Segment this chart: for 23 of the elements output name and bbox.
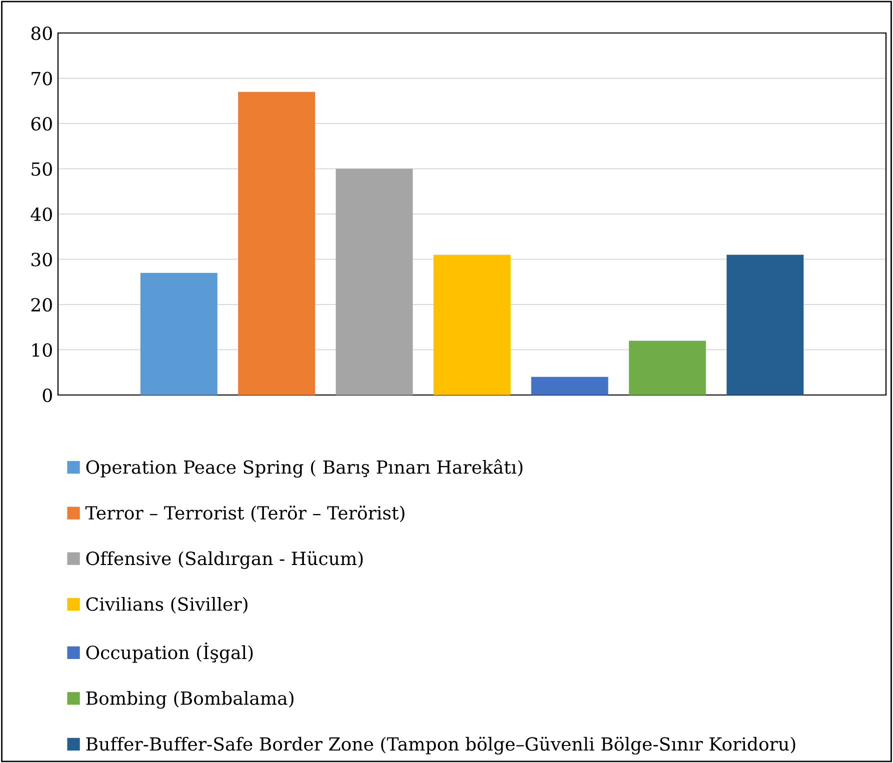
bar (140, 272, 218, 395)
legend-label: Operation Peace Spring ( Barış Pınarı Harekâtı) (86, 459, 522, 478)
legend-label: Buffer-Buffer-Safe Border Zone (Tampon bölge–Güvenli Bölge-Sınır Koridoru) (86, 736, 796, 755)
legend-label: Terror – Terrorist (Terör – Terörist) (85, 506, 404, 522)
y-tick-label: 80 (31, 26, 52, 40)
legend-label: Bombing (Bombalama) (86, 691, 294, 709)
bar (336, 168, 413, 395)
y-tick-label: 60 (31, 116, 52, 131)
y-tick-label: 30 (32, 252, 52, 266)
legend-label: Offensive (Saldırgan - Hücum) (86, 551, 363, 569)
y-tick-label: 40 (30, 207, 52, 222)
bar (726, 254, 804, 395)
y-tick-label: 0 (42, 388, 52, 402)
y-tick-label: 10 (32, 343, 52, 357)
y-tick-label: 70 (32, 72, 52, 86)
bar (434, 254, 510, 395)
legend-label: Occupation (İşgal) (86, 642, 253, 664)
bar (238, 92, 316, 395)
bar (531, 376, 608, 395)
legend-label: Civilians (Siviller) (86, 596, 248, 614)
y-tick-label: 50 (32, 162, 52, 176)
y-tick-label: 20 (31, 298, 52, 312)
bar (628, 340, 706, 395)
